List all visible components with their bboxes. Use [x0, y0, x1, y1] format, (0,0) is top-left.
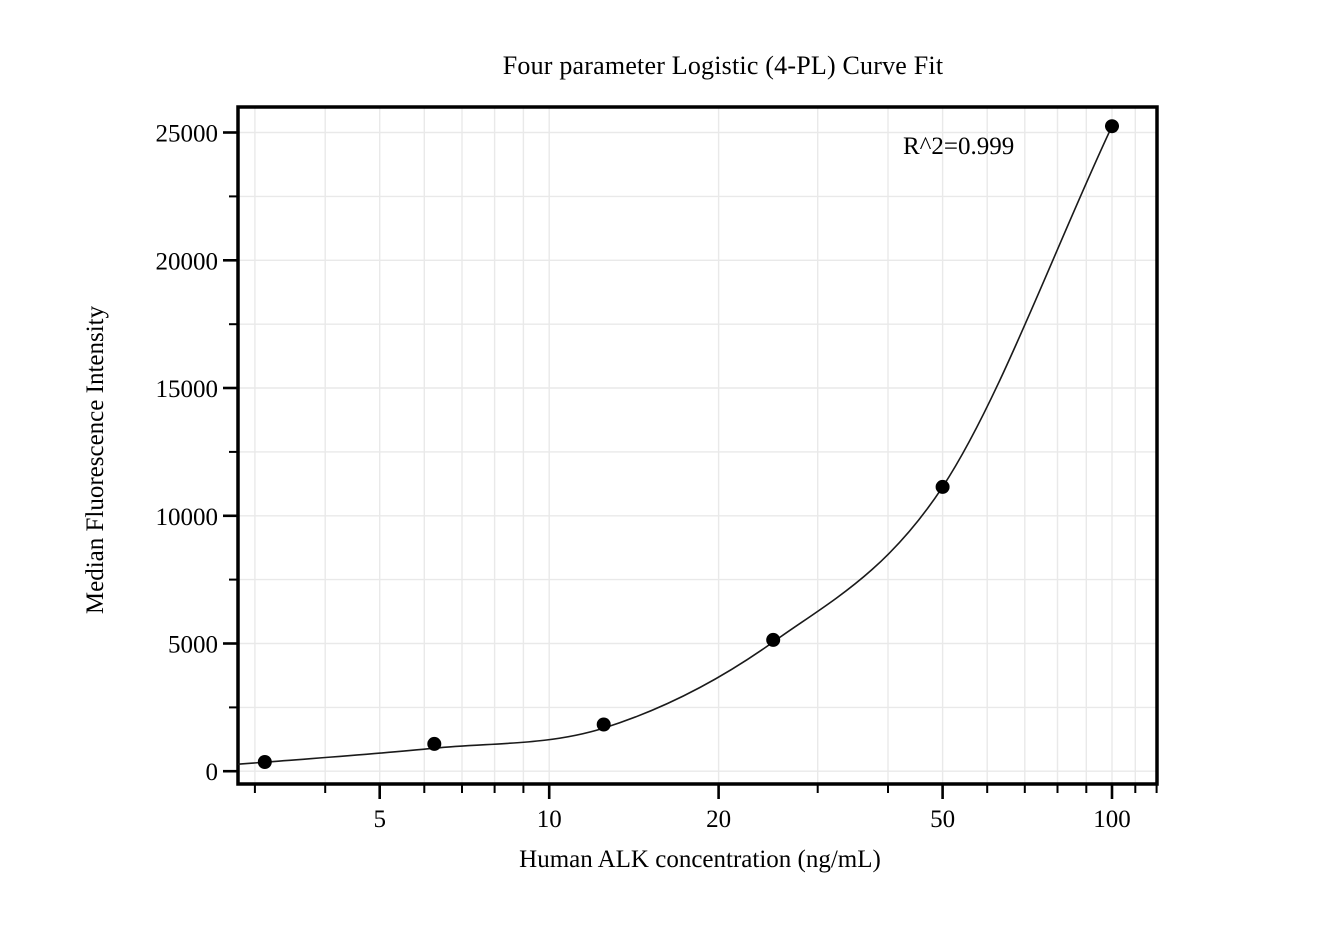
chart-title: Four parameter Logistic (4-PL) Curve Fit [502, 51, 944, 80]
plot-frame [236, 105, 1159, 786]
data-point [1105, 119, 1119, 134]
y-axis-label: Median Fluorescence Intensity [82, 305, 109, 615]
data-point [596, 717, 611, 732]
x-tick-label: 50 [930, 806, 955, 833]
data-point [935, 479, 950, 494]
x-tick-label: 10 [537, 806, 562, 833]
x-axis-label: Human ALK concentration (ng/mL) [519, 846, 881, 873]
y-tick-label: 10000 [156, 504, 219, 531]
y-tick-label: 25000 [156, 121, 219, 148]
data-point [766, 632, 781, 647]
x-tick-label: 20 [706, 806, 731, 833]
y-tick-label: 5000 [168, 632, 218, 659]
y-tick-label: 0 [206, 759, 219, 786]
y-tick-label: 20000 [156, 248, 219, 275]
x-tick-label: 100 [1093, 806, 1131, 833]
r-squared-annotation: R^2=0.999 [903, 133, 1015, 160]
data-point [257, 755, 272, 769]
data-point [427, 736, 442, 751]
fit-curve [237, 125, 1113, 765]
y-tick-label: 15000 [156, 376, 219, 403]
x-tick-label: 5 [373, 806, 386, 833]
